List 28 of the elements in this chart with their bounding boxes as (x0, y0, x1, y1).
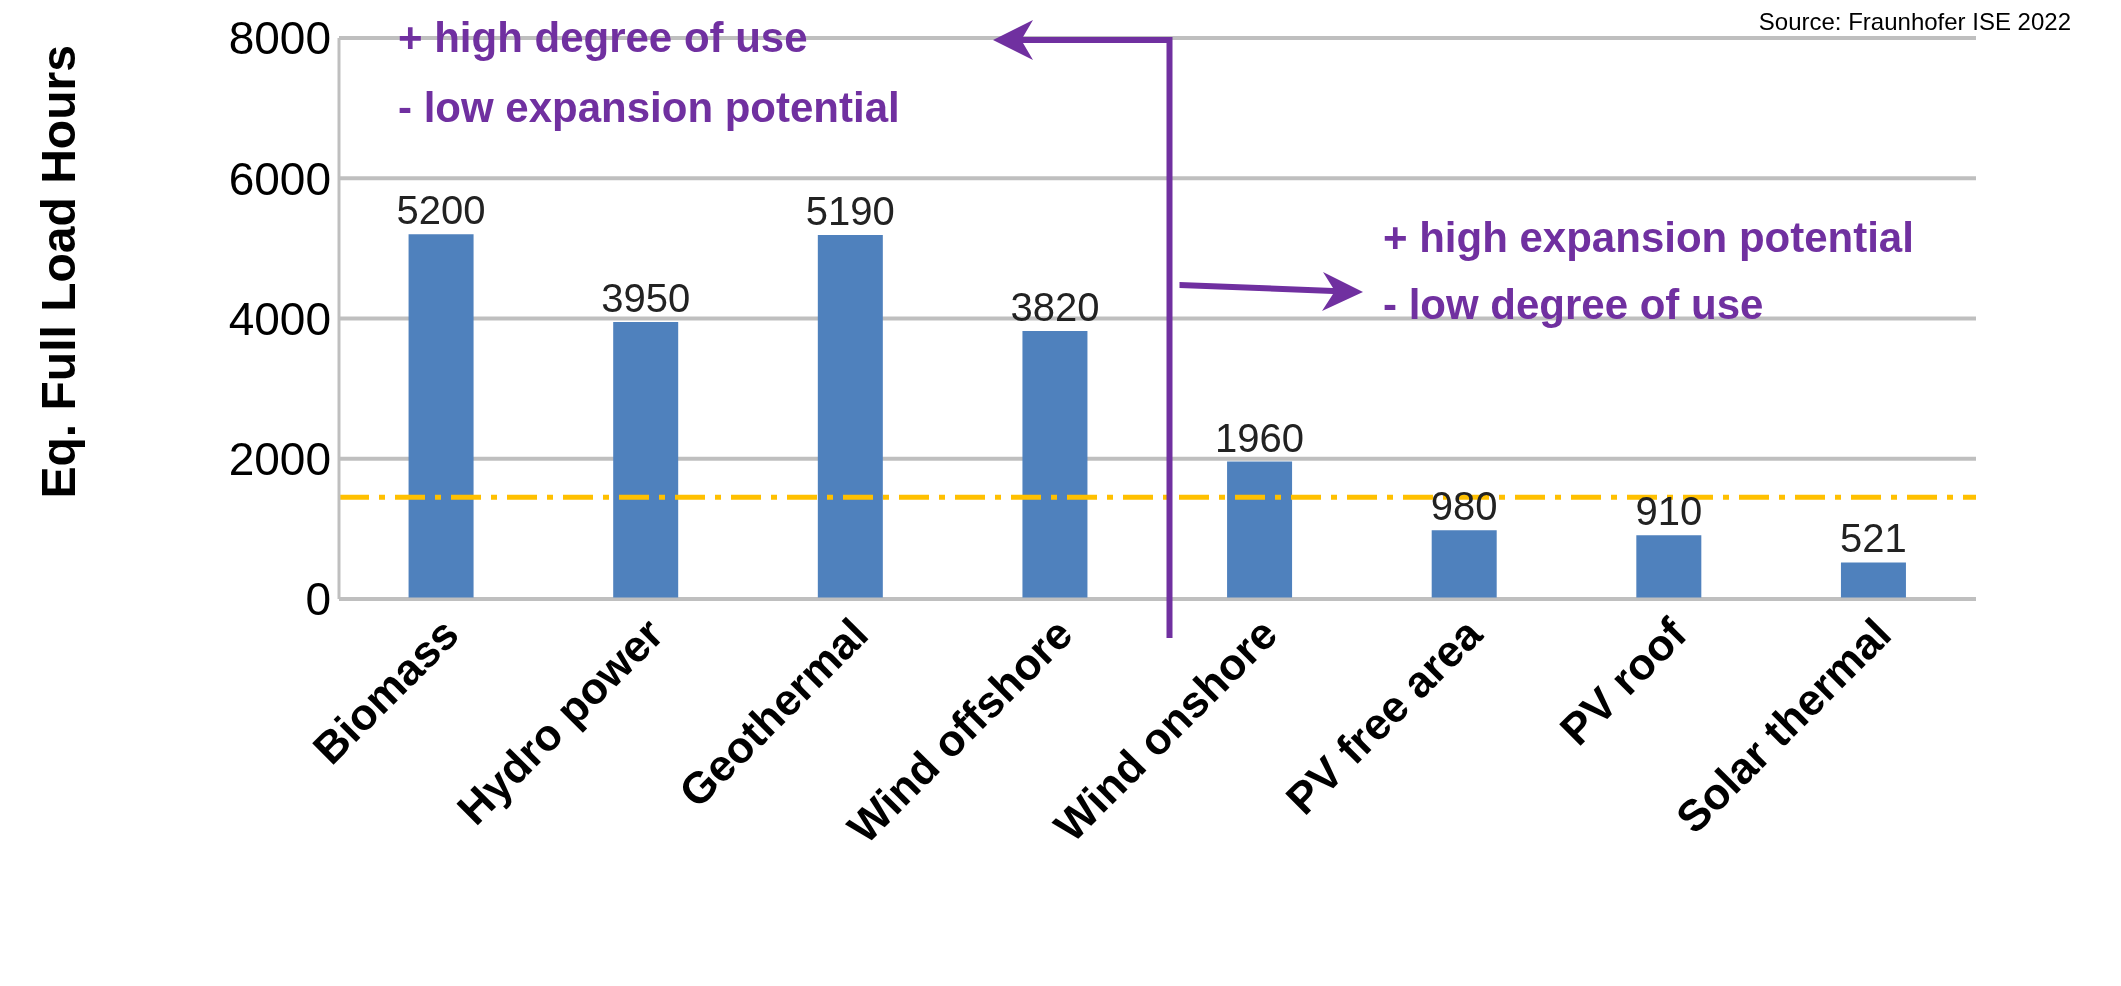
bar (817, 235, 883, 599)
annotation: + high degree of use (398, 13, 808, 63)
data-label: 910 (1635, 489, 1703, 534)
bar (408, 234, 474, 599)
data-label: 5200 (396, 188, 486, 233)
y-tick-label: 6000 (228, 152, 331, 205)
bar (1431, 530, 1497, 599)
y-axis-title: Eq. Full Load Hours (32, 45, 86, 499)
bar (613, 322, 679, 599)
data-label: 980 (1430, 484, 1498, 529)
bar (1227, 461, 1293, 599)
data-label: 3820 (1010, 285, 1100, 330)
x-tick-label: PV free area (1276, 608, 1492, 824)
y-tick-label: 8000 (228, 12, 331, 65)
annotation: - low expansion potential (398, 83, 900, 133)
annotation: + high expansion potential (1383, 213, 1914, 263)
bar (1636, 535, 1702, 599)
data-label: 3950 (601, 276, 691, 321)
data-label: 521 (1840, 516, 1907, 561)
source-note: Source: Fraunhofer ISE 2022 (1758, 8, 2071, 37)
y-tick-label: 4000 (228, 292, 331, 345)
bar (1022, 331, 1088, 599)
bar (1840, 562, 1906, 599)
y-tick-label: 2000 (228, 433, 331, 486)
y-tick-label: 0 (305, 573, 331, 626)
data-label: 5190 (805, 189, 895, 234)
data-label: 1960 (1215, 415, 1305, 460)
annotation: - low degree of use (1383, 280, 1764, 330)
